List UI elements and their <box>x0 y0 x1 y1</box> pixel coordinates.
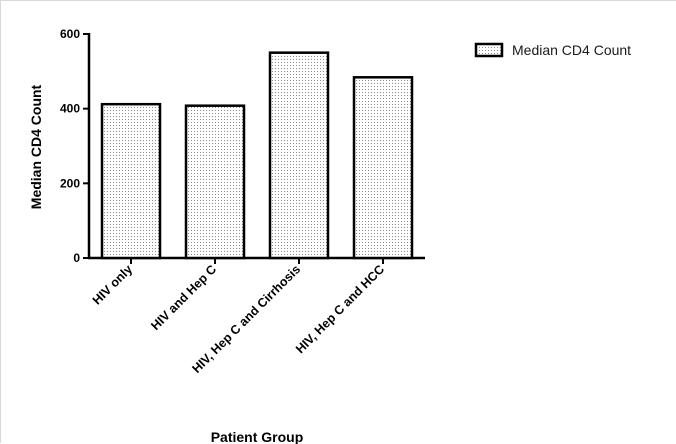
bar <box>352 76 414 260</box>
x-tick-label: HIV and Hep C <box>148 262 219 333</box>
bars <box>100 51 414 260</box>
y-ticks: 0 200 400 600 <box>60 27 89 265</box>
y-axis-title: Median CD4 Count <box>28 84 44 209</box>
legend: Median CD4 Count <box>474 42 631 58</box>
x-tick-label: HIV only <box>90 262 135 307</box>
x-tick-label: HIV, Hep C and HCC <box>293 262 387 356</box>
legend-label: Median CD4 Count <box>512 42 631 58</box>
bar <box>100 102 162 260</box>
y-tick-label: 0 <box>73 251 80 265</box>
y-tick-label: 400 <box>60 102 80 116</box>
legend-swatch <box>474 42 504 58</box>
bar <box>268 51 330 260</box>
x-axis-title: Patient Group <box>211 429 304 444</box>
bar <box>184 104 246 260</box>
y-tick-label: 600 <box>60 27 80 41</box>
y-tick-label: 200 <box>60 176 80 190</box>
